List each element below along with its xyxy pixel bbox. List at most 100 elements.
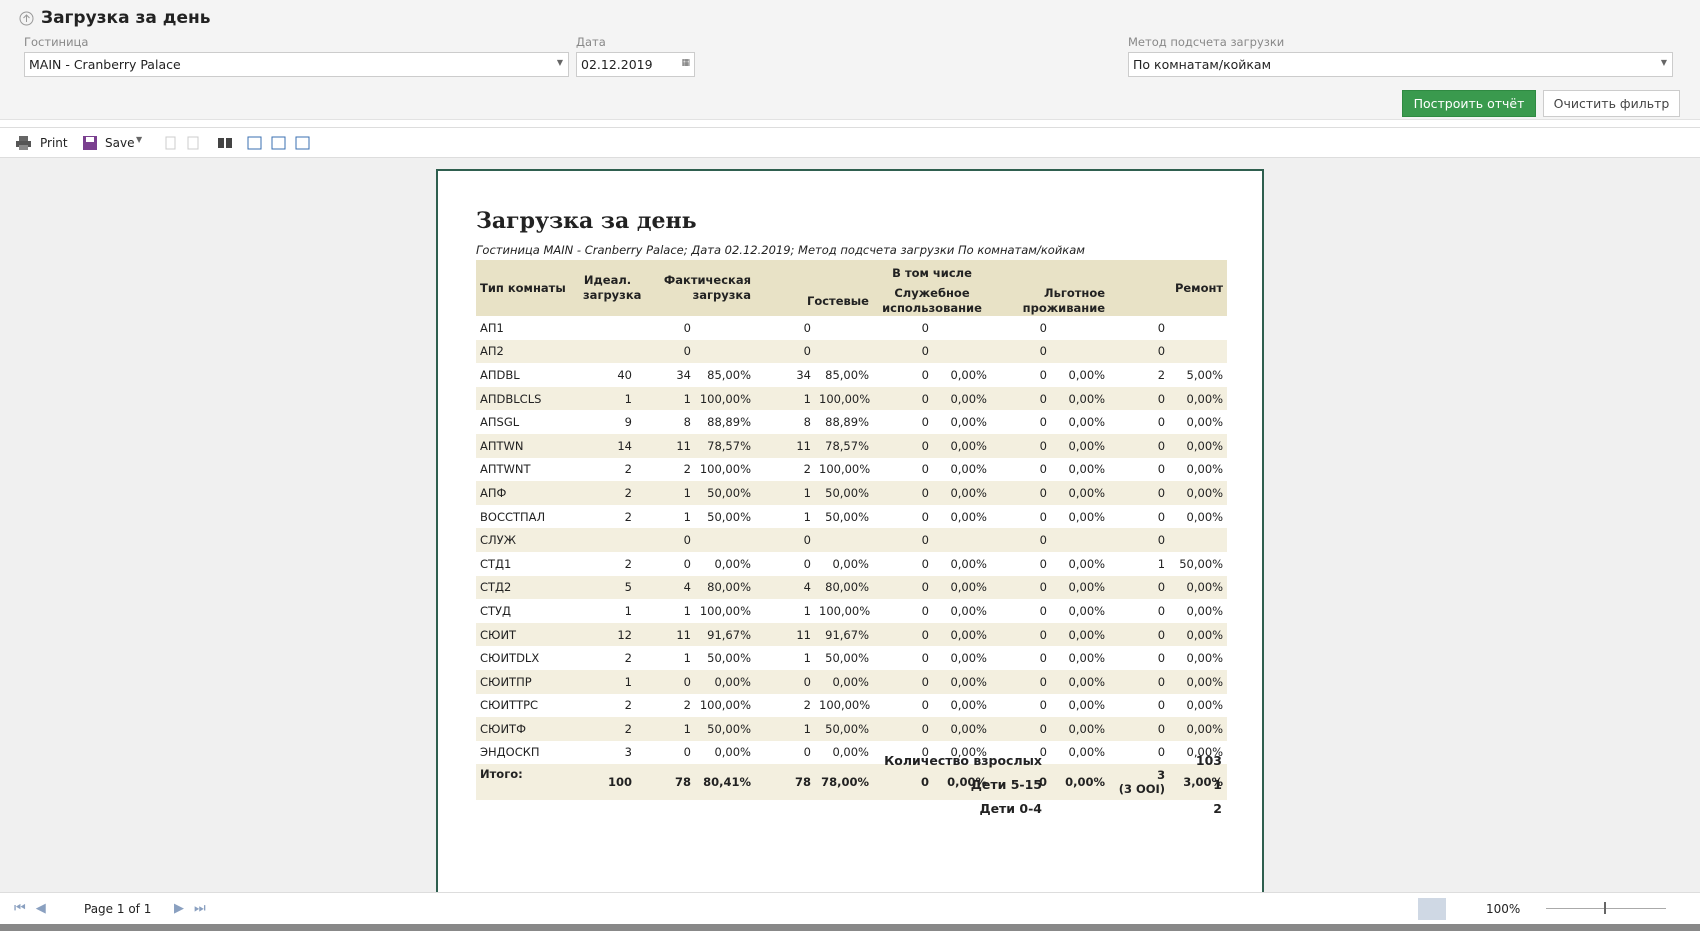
total-cell: 100 — [579, 764, 636, 801]
print-icon — [16, 136, 31, 150]
table-cell — [1051, 528, 1110, 552]
report-toolbar: Print Save ▼ — [0, 127, 1700, 158]
total-cell: 80,41% — [695, 764, 755, 801]
table-cell: 0 — [921, 367, 929, 382]
table-cell: 0,00% — [1051, 622, 1110, 647]
zoom-slider[interactable] — [1546, 908, 1666, 909]
table-cell — [579, 528, 636, 552]
total-cell: 0 — [991, 764, 1051, 801]
table-cell: 2 — [579, 717, 636, 741]
dropdown-arrow[interactable]: ▼ — [136, 135, 143, 144]
table-cell: 0 — [636, 528, 695, 552]
table-cell: 0,00% — [1068, 698, 1106, 713]
table-cell: 0 — [991, 386, 1051, 411]
table-cell: 0 — [1039, 509, 1047, 524]
table-cell: 8 — [683, 415, 691, 430]
build-report-button[interactable]: Построить отчёт — [1402, 90, 1536, 117]
table-cell: 2 — [803, 698, 811, 713]
table-cell: 1 — [803, 603, 811, 618]
table-cell: 0,00% — [832, 556, 869, 571]
table-cell: 0,00% — [815, 669, 873, 694]
table-cell: 1 — [636, 386, 695, 411]
table-cell: 0 — [991, 669, 1051, 694]
table-cell: 0,00% — [1186, 415, 1224, 430]
table-cell: 100,00% — [819, 698, 871, 713]
table-cell: 0,00% — [1051, 386, 1110, 411]
method-select[interactable]: По комнатам/койкам ▼ — [1128, 52, 1673, 77]
table-cell: 50,00% — [815, 717, 873, 741]
table-row: АПDBL 40 34 85,00% 34 85,00% 0 0,00% 0 0,00% 2 5,00… — [476, 363, 1227, 387]
table-cell: 0 — [1109, 386, 1170, 411]
table-cell: 0,00% — [1169, 717, 1228, 741]
table-cell — [579, 339, 636, 364]
table-cell: 0,00% — [950, 556, 987, 571]
table-cell: 0 — [803, 745, 811, 760]
filter-label: Дата — [576, 35, 606, 49]
table-cell — [1169, 528, 1228, 552]
clear-filter-button[interactable]: Очистить фильтр — [1543, 90, 1680, 117]
total-row: Итого: 100 78 80,41% 78 78,00% 0 0,00% 0 0,00% 3 (3… — [476, 764, 1228, 801]
table-cell: 0 — [1157, 462, 1166, 477]
total-cell: 3,00% — [1169, 764, 1228, 801]
table-row: СЛУЖ 0 0 0 0 0 — [476, 528, 1228, 552]
table-cell: 0,00% — [695, 669, 755, 694]
summary-label: Дети 0-4 — [979, 801, 1042, 816]
nav-next-last[interactable]: ▶⏭ — [174, 901, 216, 916]
table-cell — [1169, 339, 1228, 364]
table-cell: 0,00% — [933, 433, 991, 458]
table-cell: 0 — [873, 481, 933, 505]
table-cell: 0 — [1157, 698, 1166, 713]
filter-panel: Загрузка за день Гостиница MAIN - Cranbe… — [0, 0, 1700, 120]
table-cell: 4 — [636, 575, 695, 600]
zoom-thumb[interactable] — [1604, 902, 1606, 914]
table-cell: 0,00% — [950, 462, 987, 477]
table-row: ЭНДОСКП 3 0 0,00% 0 0,00% 0 0,00% 0 0,00% 0 0,00% — [476, 741, 1227, 765]
header-cell: В том числе — [755, 260, 1110, 286]
table-cell: 0 — [873, 669, 933, 694]
table-cell: АПTWNT — [480, 462, 531, 477]
table-cell: 100,00% — [695, 386, 755, 411]
table-cell — [933, 316, 991, 340]
table-cell: 1 — [683, 603, 691, 618]
table-cell: 100,00% — [815, 386, 873, 411]
table-cell: 0 — [1157, 603, 1166, 618]
table-cell: 0,00% — [1169, 386, 1228, 411]
table-cell: 85,00% — [707, 367, 751, 382]
table-cell: 1 — [624, 603, 632, 618]
table-cell: 100,00% — [699, 603, 751, 618]
table-cell: 0 — [803, 320, 811, 335]
table-cell: 2 — [579, 481, 636, 505]
table-cell: 0,00% — [1169, 575, 1228, 600]
table-cell: АПDBL — [480, 367, 520, 382]
table-cell: АП2 — [476, 339, 579, 364]
table-cell: 0 — [921, 651, 929, 666]
table-cell: 0 — [1039, 745, 1047, 760]
view-mode[interactable] — [1418, 898, 1446, 920]
table-row: СЮИТТРС 2 2 100,00% 2 100,00% 0 0,00% 0 0,00% 0 0,0… — [476, 694, 1227, 718]
table-cell: 14 — [579, 433, 636, 458]
table-cell: 1 — [579, 669, 636, 694]
table-cell: 50,00% — [695, 717, 755, 741]
table-cell: 0 — [1109, 339, 1170, 364]
table-row: АП1 0 0 0 0 0 — [476, 316, 1227, 340]
pager: ⏮◀ Page 1 of 1 ▶⏭ 100% — [0, 892, 1700, 924]
table-cell: 0,00% — [950, 367, 987, 382]
page-label: Page 1 of 1 — [84, 902, 152, 916]
nav-first-prev[interactable]: ⏮◀ — [14, 901, 56, 916]
table-cell: 50,00% — [695, 481, 755, 505]
table-cell: 0 — [921, 698, 929, 713]
header-cell: Ремонт — [1109, 260, 1228, 316]
hotel-select[interactable]: MAIN - Cranberry Palace ▼ — [24, 52, 569, 77]
collapse-icon[interactable] — [19, 11, 34, 26]
table-cell: 0,00% — [1186, 509, 1224, 524]
table-cell: 3 — [624, 745, 632, 760]
print-button[interactable]: Print — [40, 136, 68, 150]
table-row: АП2 0 0 0 0 0 — [476, 339, 1228, 364]
table-cell: 2 — [624, 556, 632, 571]
date-input[interactable]: 02.12.2019 ▦ — [576, 52, 695, 77]
table-cell — [579, 316, 636, 340]
table-cell: 0,00% — [714, 745, 751, 760]
table-cell: 0 — [1109, 669, 1170, 694]
report-page: Загрузка за день Гостиница MAIN - Cranbe… — [436, 169, 1264, 892]
save-button[interactable]: Save — [105, 136, 135, 150]
